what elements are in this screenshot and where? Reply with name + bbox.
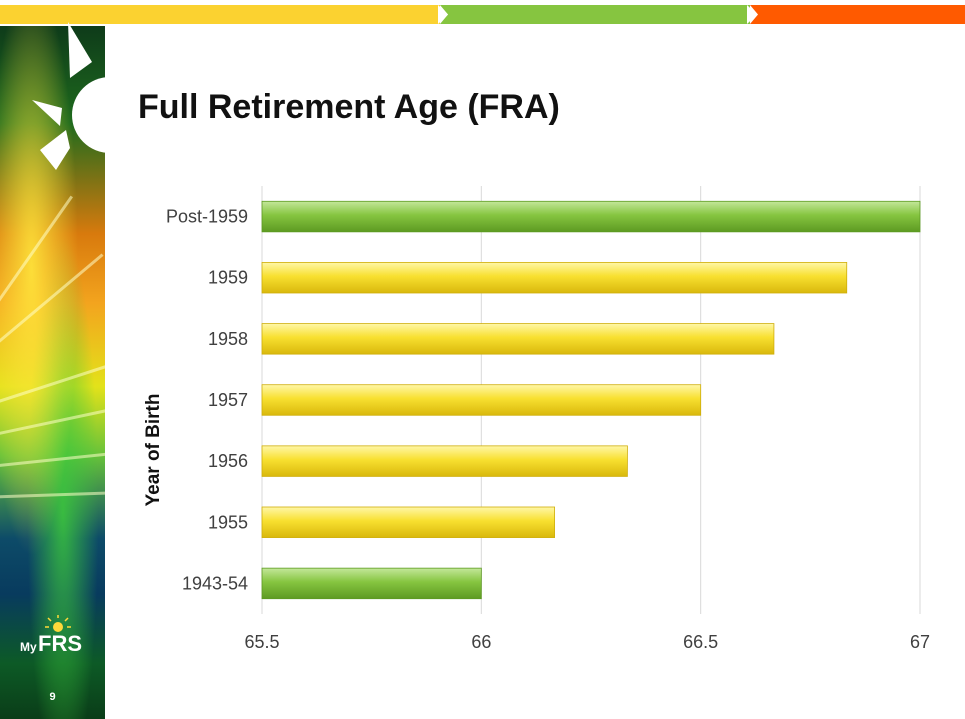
bar-post-1959	[262, 201, 920, 232]
y-axis-label: Year of Birth	[143, 394, 164, 507]
bar-chart: 65.5 66 66.5 67 Post-1959 1959 1958 1957 1956 195…	[105, 170, 955, 670]
sun-burst-icon	[0, 0, 105, 200]
page-title: Full Retirement Age (FRA)	[138, 88, 560, 127]
x-tick-label: 66	[471, 632, 491, 652]
y-tick-label: 1943-54	[182, 573, 248, 593]
y-tick-label: 1956	[208, 451, 248, 471]
top-bar-green-segment	[440, 5, 750, 24]
svg-text:FRS: FRS	[38, 631, 82, 656]
x-tick-label: 66.5	[683, 632, 718, 652]
myfrs-logo: My FRS	[18, 615, 98, 665]
y-tick-label: 1959	[208, 268, 248, 288]
bar-1955	[262, 507, 555, 538]
slide-number: 9	[0, 691, 105, 703]
top-bar-orange-segment	[750, 5, 965, 24]
y-tick-label: 1957	[208, 390, 248, 410]
top-color-bar	[0, 0, 965, 26]
bar-1943-54	[262, 568, 481, 599]
y-tick-label: 1958	[208, 329, 248, 349]
bar-1956	[262, 446, 627, 477]
x-tick-label: 65.5	[244, 632, 279, 652]
bar-1957	[262, 385, 701, 416]
svg-text:My: My	[20, 640, 37, 654]
bar-1959	[262, 262, 847, 293]
x-tick-label: 67	[910, 632, 930, 652]
y-tick-label: 1955	[208, 512, 248, 532]
bar-1958	[262, 324, 774, 355]
y-tick-label: Post-1959	[166, 207, 248, 227]
